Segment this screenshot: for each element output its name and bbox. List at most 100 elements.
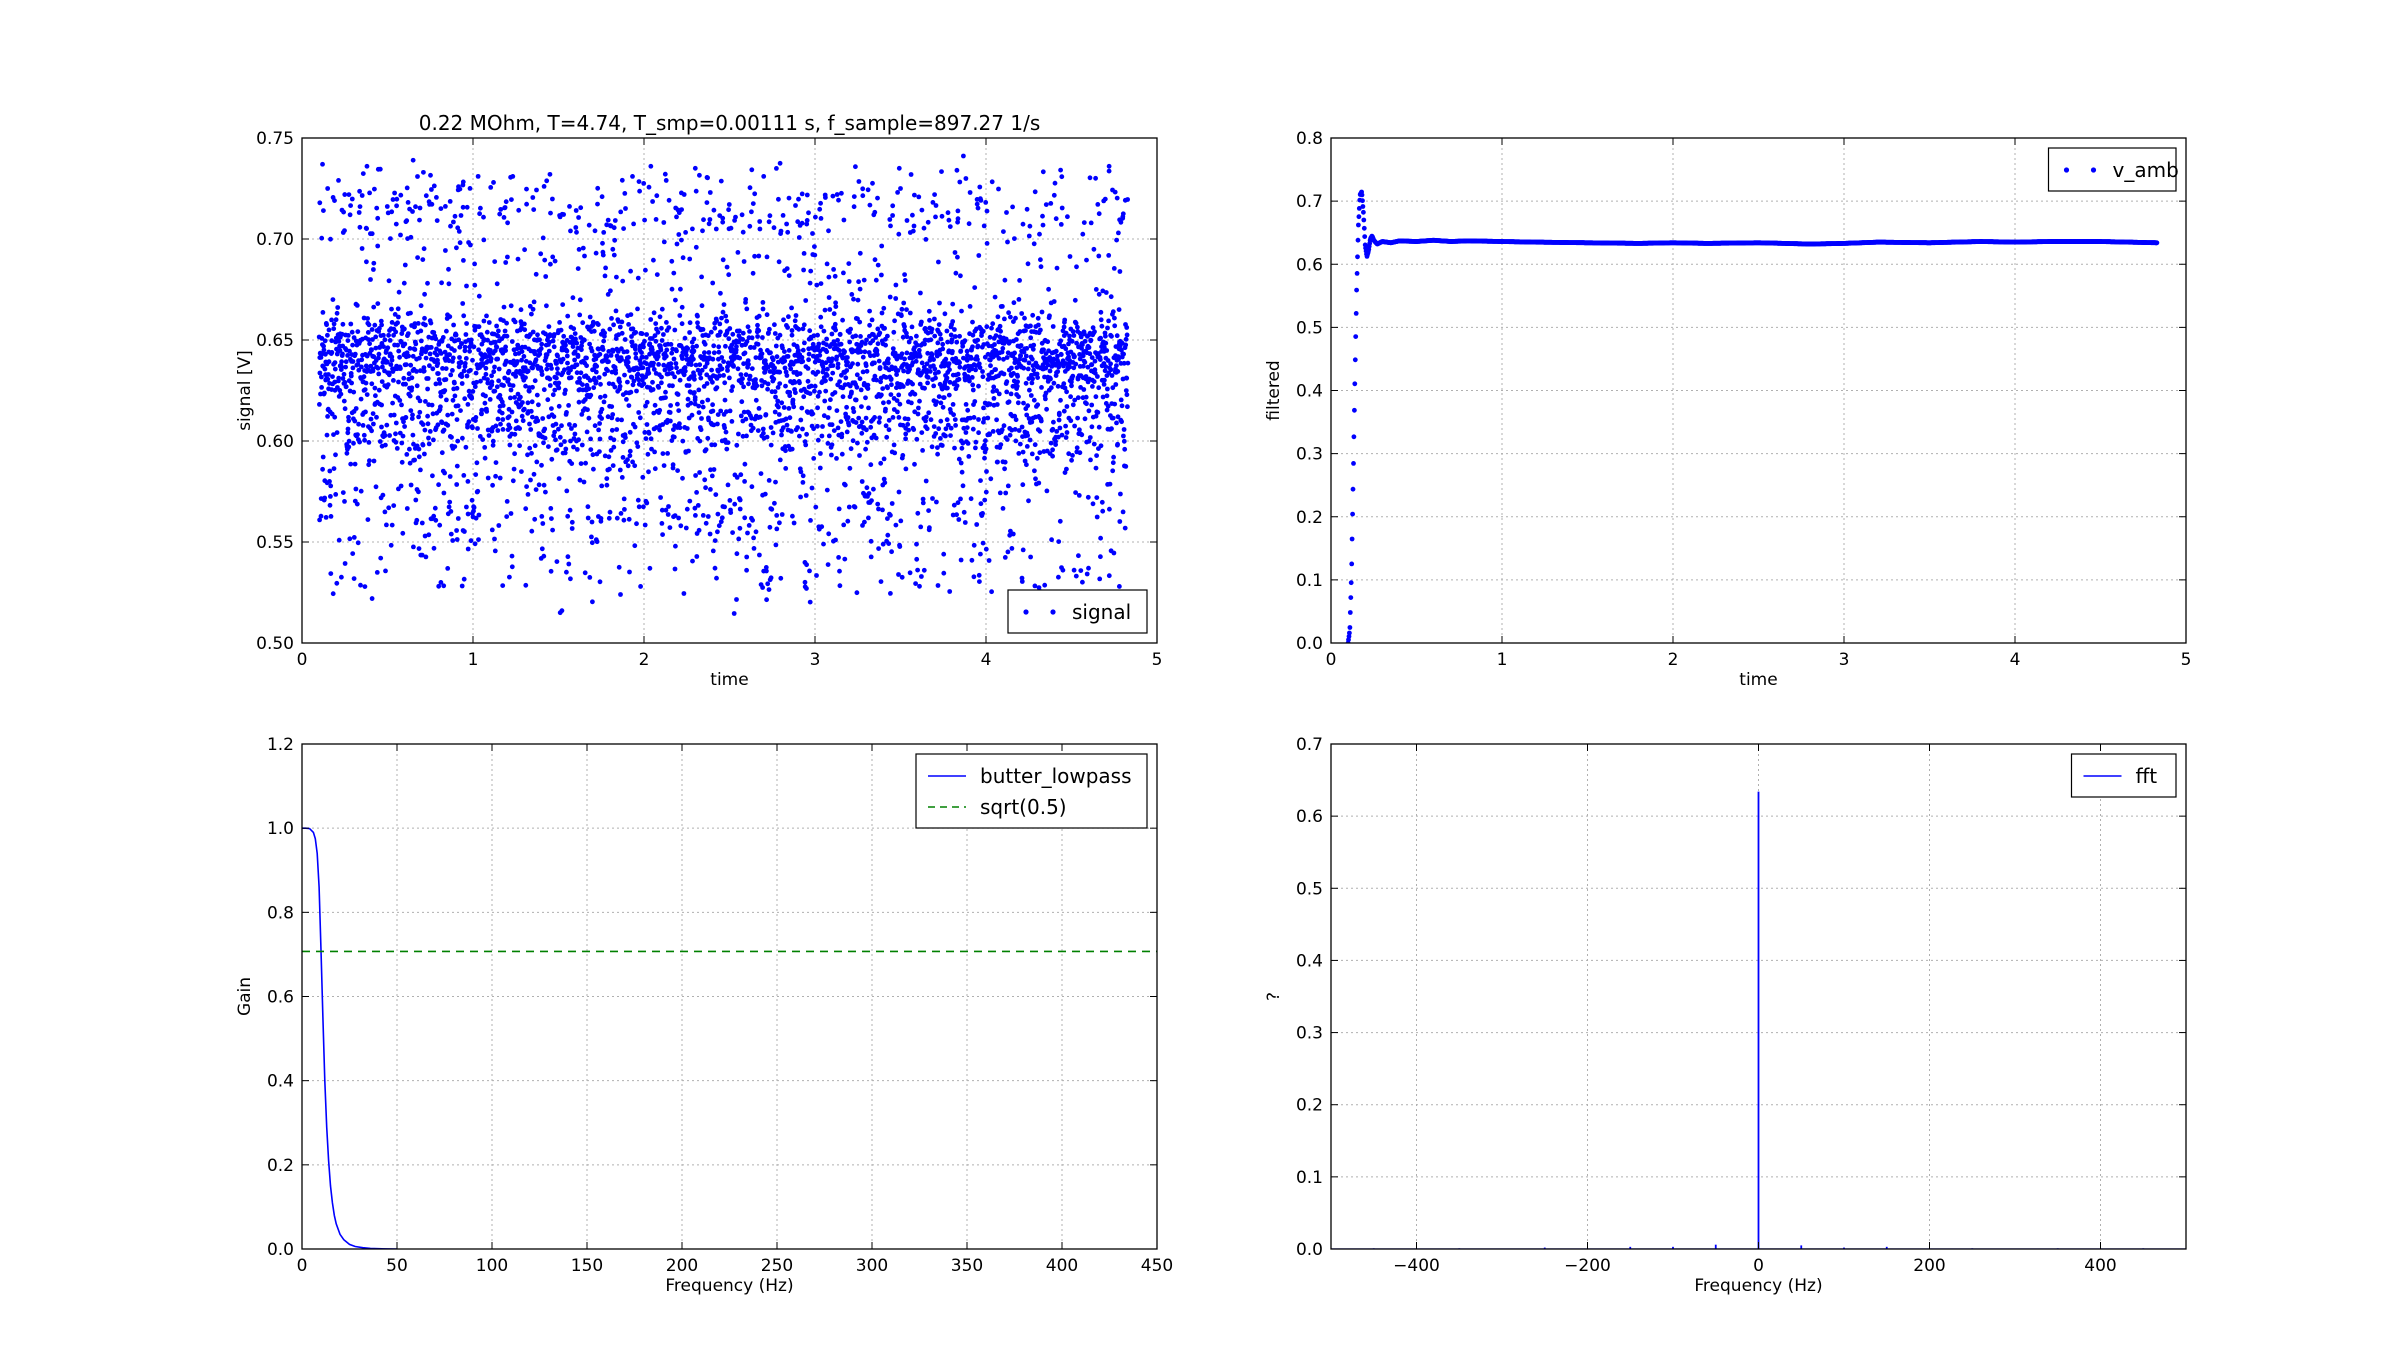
data-point	[1007, 532, 1013, 538]
data-point	[1069, 383, 1074, 389]
data-point	[442, 388, 448, 393]
data-point	[654, 193, 660, 199]
data-point	[471, 508, 476, 514]
data-point	[385, 382, 391, 388]
data-point	[427, 429, 433, 434]
data-point	[830, 363, 836, 368]
data-point	[857, 250, 863, 256]
data-point	[595, 201, 600, 207]
data-point	[1040, 222, 1046, 228]
data-point	[416, 414, 421, 420]
data-point	[483, 393, 488, 399]
data-point	[602, 393, 608, 399]
data-point	[767, 213, 773, 219]
data-point	[856, 279, 861, 285]
data-point	[1036, 480, 1042, 486]
data-point	[1062, 385, 1068, 391]
data-point	[963, 430, 969, 435]
data-point	[1032, 189, 1038, 195]
data-point	[497, 475, 503, 481]
data-point	[1000, 506, 1006, 511]
data-point	[787, 390, 793, 395]
data-point	[970, 387, 976, 393]
data-point	[363, 409, 368, 415]
data-point	[1009, 546, 1015, 551]
data-point	[855, 361, 861, 367]
data-point	[574, 362, 580, 368]
data-point	[551, 344, 557, 350]
data-point	[1093, 394, 1099, 400]
data-point	[417, 398, 423, 404]
data-point	[647, 341, 653, 347]
data-point	[588, 447, 594, 452]
data-point	[1105, 386, 1110, 392]
data-point	[742, 461, 748, 467]
data-point	[799, 355, 805, 360]
data-point	[993, 348, 999, 354]
data-point	[340, 351, 345, 357]
data-point	[1356, 222, 1361, 228]
data-point	[343, 364, 348, 370]
data-point	[986, 558, 992, 563]
data-point	[882, 325, 887, 331]
data-point	[720, 219, 726, 225]
data-point	[746, 381, 751, 387]
data-point	[635, 275, 641, 281]
data-point	[1026, 376, 1032, 381]
data-point	[342, 192, 348, 197]
data-point	[508, 395, 513, 401]
data-point	[970, 319, 975, 325]
data-point	[636, 377, 642, 383]
data-point	[904, 218, 910, 223]
data-point	[712, 538, 718, 543]
data-point	[725, 482, 731, 488]
data-point	[679, 207, 684, 213]
data-point	[333, 452, 338, 458]
data-point	[422, 451, 427, 457]
data-point	[696, 403, 702, 409]
data-point	[404, 452, 410, 457]
data-point	[643, 267, 648, 273]
data-point	[798, 469, 804, 475]
data-point	[976, 572, 982, 578]
y-axis-label: signal [V]	[235, 350, 255, 431]
data-point	[944, 328, 950, 334]
data-point	[891, 442, 897, 448]
data-point	[346, 418, 352, 424]
data-point	[908, 335, 914, 341]
data-point	[377, 439, 383, 444]
data-point	[417, 217, 422, 223]
data-point	[783, 416, 789, 422]
data-point	[654, 425, 659, 430]
data-point	[976, 361, 982, 367]
data-point	[1046, 286, 1051, 292]
data-point	[643, 436, 649, 441]
data-point	[375, 215, 381, 221]
data-point	[870, 180, 875, 186]
data-point	[531, 299, 537, 305]
data-point	[863, 363, 869, 369]
data-point	[590, 452, 596, 458]
data-point	[349, 329, 355, 335]
data-point	[660, 422, 666, 427]
data-point	[608, 448, 614, 453]
data-point	[997, 490, 1003, 496]
data-point	[596, 427, 601, 433]
data-point	[1069, 457, 1074, 463]
data-point	[377, 344, 383, 350]
data-point	[973, 367, 978, 373]
data-point	[644, 399, 650, 405]
data-point	[978, 501, 984, 507]
data-point	[934, 399, 939, 405]
data-point	[1013, 438, 1019, 444]
data-point	[766, 587, 772, 592]
data-point	[807, 391, 813, 396]
data-point	[495, 428, 501, 433]
data-point	[421, 365, 427, 370]
data-point	[659, 325, 664, 331]
data-point	[536, 482, 542, 488]
data-point	[1119, 347, 1124, 353]
data-point	[386, 372, 392, 378]
data-point	[364, 226, 369, 232]
data-point	[991, 384, 997, 390]
